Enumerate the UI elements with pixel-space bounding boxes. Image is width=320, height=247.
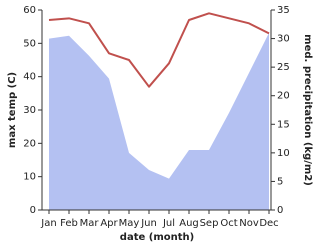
- y-tick-label: 10: [23, 172, 36, 183]
- x-tick-label: Feb: [60, 218, 78, 229]
- y2-tick-label: 15: [277, 119, 290, 130]
- plot-area: [48, 12, 270, 210]
- x-tick-label: Dec: [259, 218, 278, 229]
- x-tick-label: Mar: [80, 218, 100, 229]
- y-tick-label: 20: [23, 138, 36, 149]
- y-tick-label: 0: [30, 205, 36, 216]
- y2-tick-label: 30: [277, 34, 290, 45]
- temperature-line: [48, 12, 270, 88]
- y2-tick-label: 10: [277, 148, 290, 159]
- x-tick-label: Nov: [239, 218, 259, 229]
- x-tick-label: Oct: [220, 218, 237, 229]
- x-tick-label: May: [119, 218, 140, 229]
- y2-tick-label: 5: [277, 176, 283, 187]
- y2-tick-label: 25: [277, 62, 290, 73]
- y-axis-title: max temp (C): [7, 72, 18, 148]
- precipitation-area: [49, 32, 269, 210]
- y-tick-label: 30: [23, 105, 36, 116]
- x-tick-label: Jul: [162, 218, 175, 229]
- y-tick-label: 60: [23, 5, 36, 16]
- x-tick-label: Aug: [179, 218, 199, 229]
- y2-tick-label: 0: [277, 205, 283, 216]
- x-axis-title: date (month): [120, 232, 194, 243]
- y2-tick-label: 20: [277, 91, 290, 102]
- x-tick-label: Apr: [100, 218, 118, 229]
- y2-tick-label: 35: [277, 5, 290, 16]
- y2-axis-title: med. precipitation (kg/m2): [302, 34, 313, 186]
- x-tick-label: Jan: [40, 218, 56, 229]
- x-tick-label: Jun: [140, 218, 157, 229]
- y-tick-label: 40: [23, 72, 36, 83]
- y-tick-label: 50: [23, 38, 36, 49]
- x-tick-label: Sep: [200, 218, 219, 229]
